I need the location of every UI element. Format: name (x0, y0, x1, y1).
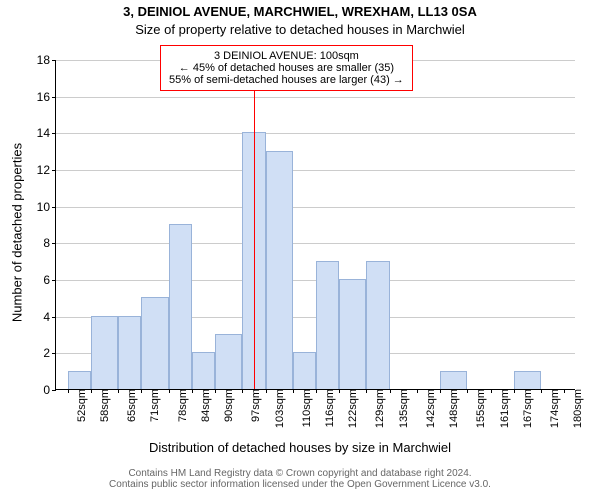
xtick-mark (514, 389, 515, 393)
gridline (56, 133, 575, 134)
ytick-label: 16 (37, 90, 56, 104)
ytick-label: 18 (37, 53, 56, 67)
histogram-bar (293, 352, 316, 389)
chart-title: 3, DEINIOL AVENUE, MARCHWIEL, WREXHAM, L… (0, 4, 600, 19)
ytick-label: 12 (37, 163, 56, 177)
xtick-mark (440, 389, 441, 393)
gridline (56, 207, 575, 208)
xtick-label: 71sqm (145, 389, 161, 422)
xtick-mark (541, 389, 542, 393)
xtick-label: 174sqm (545, 389, 561, 428)
histogram-bar (514, 371, 541, 389)
histogram-bar (339, 279, 366, 389)
histogram-bar (118, 316, 141, 389)
xtick-mark (192, 389, 193, 393)
xtick-label: 148sqm (444, 389, 460, 428)
xtick-label: 65sqm (122, 389, 138, 422)
ytick-label: 8 (43, 236, 56, 250)
ytick-label: 2 (43, 346, 56, 360)
xtick-mark (118, 389, 119, 393)
xtick-mark (316, 389, 317, 393)
ytick-label: 6 (43, 273, 56, 287)
footer-line1: Contains HM Land Registry data © Crown c… (0, 468, 600, 479)
histogram-bar (91, 316, 118, 389)
histogram-bar (366, 261, 389, 389)
footer: Contains HM Land Registry data © Crown c… (0, 468, 600, 490)
callout-box: 3 DEINIOL AVENUE: 100sqm ← 45% of detach… (160, 45, 413, 91)
gridline (56, 243, 575, 244)
xtick-mark (169, 389, 170, 393)
chart-subtitle: Size of property relative to detached ho… (0, 22, 600, 37)
ytick-label: 4 (43, 310, 56, 324)
xtick-label: 97sqm (246, 389, 262, 422)
histogram-bar (316, 261, 339, 389)
xtick-label: 142sqm (421, 389, 437, 428)
xtick-mark (68, 389, 69, 393)
plot-area: 02468101214161852sqm58sqm65sqm71sqm78sqm… (55, 60, 575, 390)
histogram-bar (266, 151, 293, 389)
histogram-bar (192, 352, 215, 389)
xtick-mark (215, 389, 216, 393)
callout-line3: 55% of semi-detached houses are larger (… (169, 74, 404, 86)
xtick-label: 180sqm (568, 389, 584, 428)
xtick-label: 116sqm (320, 389, 336, 427)
xtick-mark (417, 389, 418, 393)
callout-line2: ← 45% of detached houses are smaller (35… (169, 62, 404, 74)
callout-line1: 3 DEINIOL AVENUE: 100sqm (169, 50, 404, 62)
xtick-mark (467, 389, 468, 393)
xtick-mark (242, 389, 243, 393)
xtick-label: 110sqm (297, 389, 313, 427)
xtick-mark (141, 389, 142, 393)
xtick-label: 161sqm (495, 389, 511, 428)
histogram-bar (68, 371, 91, 389)
histogram-bar (169, 224, 192, 389)
xtick-label: 167sqm (518, 389, 534, 428)
xtick-label: 135sqm (394, 389, 410, 428)
marker-line (254, 60, 255, 389)
xtick-mark (366, 389, 367, 393)
xtick-mark (266, 389, 267, 393)
ytick-label: 0 (43, 383, 56, 397)
x-axis-label: Distribution of detached houses by size … (0, 440, 600, 455)
ytick-label: 10 (37, 200, 56, 214)
ytick-label: 14 (37, 126, 56, 140)
gridline (56, 170, 575, 171)
xtick-label: 155sqm (471, 389, 487, 428)
footer-line2: Contains public sector information licen… (0, 479, 600, 490)
histogram-bar (440, 371, 467, 389)
histogram-bar (141, 297, 168, 389)
chart-container: 3, DEINIOL AVENUE, MARCHWIEL, WREXHAM, L… (0, 0, 600, 500)
y-axis-label: Number of detached properties (10, 68, 25, 398)
xtick-mark (339, 389, 340, 393)
xtick-label: 90sqm (219, 389, 235, 422)
xtick-label: 52sqm (72, 389, 88, 422)
xtick-label: 84sqm (196, 389, 212, 422)
xtick-mark (91, 389, 92, 393)
gridline (56, 97, 575, 98)
xtick-mark (491, 389, 492, 393)
histogram-bar (215, 334, 242, 389)
xtick-label: 129sqm (370, 389, 386, 428)
xtick-mark (293, 389, 294, 393)
xtick-label: 122sqm (343, 389, 359, 428)
xtick-mark (564, 389, 565, 393)
xtick-label: 58sqm (95, 389, 111, 422)
xtick-mark (390, 389, 391, 393)
xtick-label: 103sqm (270, 389, 286, 428)
xtick-label: 78sqm (173, 389, 189, 422)
